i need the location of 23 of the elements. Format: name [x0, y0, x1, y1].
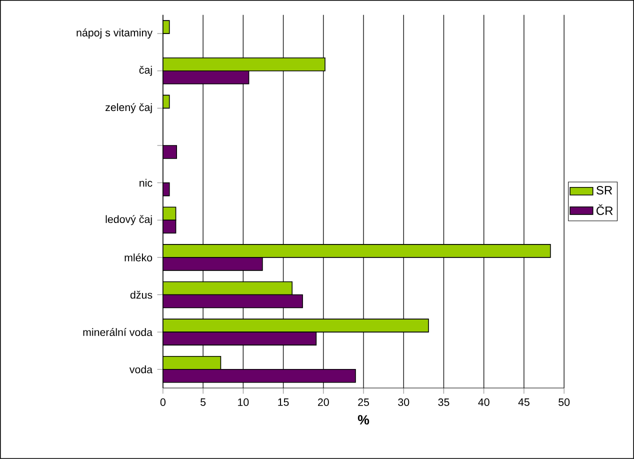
legend-label: SR: [596, 186, 612, 195]
x-tick-label: 40: [478, 398, 490, 406]
y-tick-label: zelený čaj: [106, 103, 152, 114]
x-tick-label: 30: [398, 398, 410, 406]
y-tick-label: nic: [140, 178, 152, 187]
legend-label: ČR: [596, 204, 613, 216]
y-tick-label: voda: [129, 365, 153, 374]
y-tick-label: džus: [130, 290, 152, 299]
x-tick-label: 5: [200, 398, 206, 406]
y-tick-label: čaj: [139, 66, 152, 76]
y-tick-label: minerální voda: [83, 328, 153, 336]
x-axis-title: %: [358, 415, 370, 425]
x-tick-label: 0: [160, 398, 166, 406]
y-tick-label: nápoj s vitaminy: [76, 28, 153, 39]
x-tick-label: 35: [438, 398, 450, 406]
y-tick-label: ledový čaj: [106, 215, 152, 226]
x-tick-label: 50: [558, 398, 570, 406]
x-tick-label: 15: [278, 398, 289, 406]
x-tick-label: 45: [518, 398, 530, 406]
x-tick-label: 10: [238, 398, 249, 406]
y-tick-label: mléko: [124, 253, 152, 262]
x-tick-label: 25: [358, 398, 369, 406]
x-tick-label: 20: [318, 398, 329, 406]
